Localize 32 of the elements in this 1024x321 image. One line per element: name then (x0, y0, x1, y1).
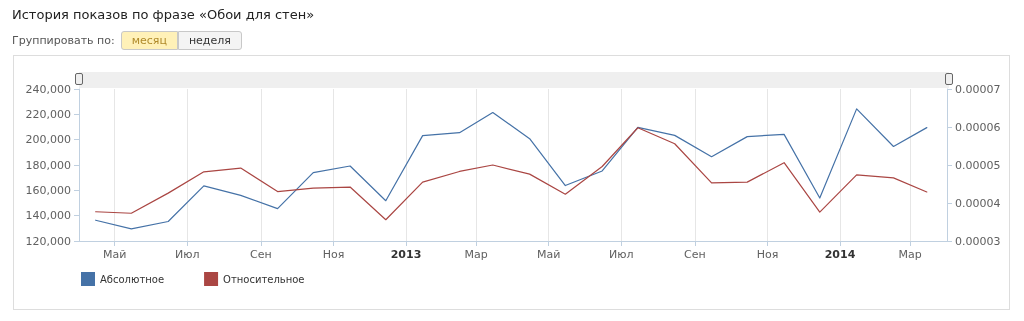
month-button: месяц (120, 31, 178, 50)
y2-tick-label: 0.00007 (955, 82, 1001, 96)
y2-tick-label: 0.00006 (955, 120, 1001, 134)
week-button: неделя (177, 31, 242, 50)
x-tick-label: Июл (608, 248, 634, 261)
y-tick-label: 140,000 (25, 209, 71, 223)
x-tick-label: Сен (250, 248, 272, 261)
y-tick-label: 200,000 (25, 133, 71, 147)
x-tick-label: 2013 (390, 248, 422, 261)
x-tick-label: Июл (174, 248, 200, 261)
x-tick-label: Сен (684, 248, 706, 261)
y-tick-label: 160,000 (25, 183, 71, 197)
y-tick-label: 180,000 (25, 158, 71, 172)
chart-title: История показов по фразе «Обои для стен» (12, 7, 315, 22)
y-tick-label: 120,000 (25, 234, 71, 248)
x-tick-label: Май (102, 248, 127, 261)
x-tick-label: 2014 (824, 248, 856, 261)
y-tick-label: 240,000 (25, 82, 71, 96)
y2-tick-label: 0.00005 (955, 158, 1001, 172)
y2-tick-label: 0.00003 (955, 234, 1001, 248)
y2-tick-label: 0.00004 (955, 196, 1001, 210)
line-series (95, 127, 928, 221)
x-tick-label: Май (536, 248, 561, 261)
text: Группировать по: (12, 34, 115, 47)
x-tick-label: Ноя (322, 248, 345, 261)
x-tick-label: Мар (898, 248, 922, 261)
legend-label: Абсолютное (100, 273, 165, 285)
legend-label: Относительное (223, 273, 305, 285)
line-series (95, 108, 928, 230)
y-tick-label: 220,000 (25, 107, 71, 121)
x-tick-label: Ноя (756, 248, 779, 261)
x-tick-label: Мар (464, 248, 488, 261)
